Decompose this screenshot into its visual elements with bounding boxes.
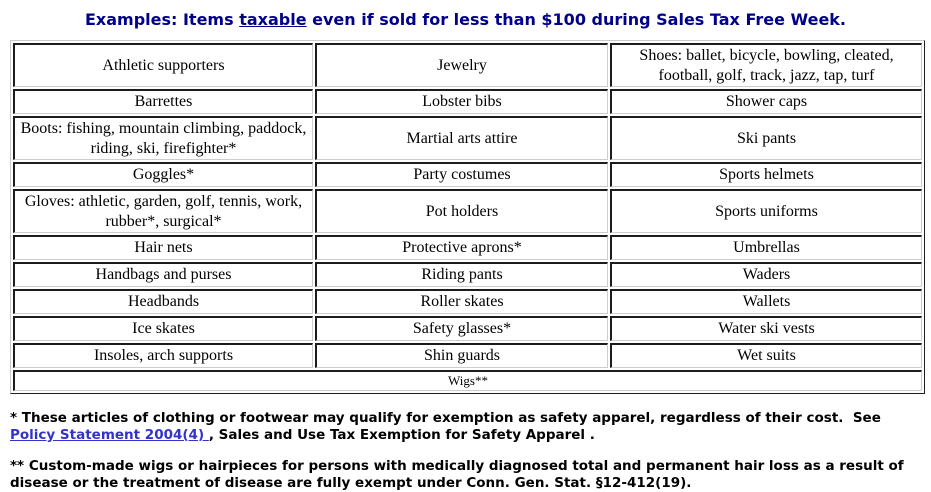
table-row: Boots: fishing, mountain climbing, paddo… xyxy=(13,116,922,161)
table-cell: Umbrellas xyxy=(610,235,922,261)
table-cell: Protective aprons* xyxy=(315,235,608,261)
table-cell: Ice skates xyxy=(13,316,313,342)
table-cell: Pot holders xyxy=(315,189,608,234)
table-cell: Insoles, arch supports xyxy=(13,343,313,369)
table-cell: Headbands xyxy=(13,289,313,315)
footnote-safety-apparel: * These articles of clothing or footwear… xyxy=(10,410,921,443)
policy-statement-link[interactable]: Policy Statement 2004(4) xyxy=(10,426,209,443)
title-suffix: even if sold for less than $100 during S… xyxy=(306,10,847,29)
taxable-items-table: Athletic supporters Jewelry Shoes: balle… xyxy=(10,40,925,394)
table-cell: Shoes: ballet, bicycle, bowling, cleated… xyxy=(610,43,922,88)
table-cell: Wallets xyxy=(610,289,922,315)
table-cell: Goggles* xyxy=(13,162,313,188)
footnote-1-text-after-link: , Sales and Use Tax Exemption for Safety… xyxy=(208,426,595,443)
page-title: Examples: Items taxable even if sold for… xyxy=(10,10,921,29)
table-cell-wigs: Wigs** xyxy=(13,370,922,391)
table-cell: Barrettes xyxy=(13,89,313,115)
table-cell: Shower caps xyxy=(610,89,922,115)
table-row: Athletic supporters Jewelry Shoes: balle… xyxy=(13,43,922,88)
table-cell: Roller skates xyxy=(315,289,608,315)
table-cell: Boots: fishing, mountain climbing, paddo… xyxy=(13,116,313,161)
table-row: Gloves: athletic, garden, golf, tennis, … xyxy=(13,189,922,234)
table-cell: Lobster bibs xyxy=(315,89,608,115)
table-row: Barrettes Lobster bibs Shower caps xyxy=(13,89,922,115)
table-row: Insoles, arch supports Shin guards Wet s… xyxy=(13,343,922,369)
table-cell: Jewelry xyxy=(315,43,608,88)
table-row: Handbags and purses Riding pants Waders xyxy=(13,262,922,288)
table-cell: Sports helmets xyxy=(610,162,922,188)
page: Examples: Items taxable even if sold for… xyxy=(0,10,931,492)
table-cell: Wet suits xyxy=(610,343,922,369)
table-cell: Hair nets xyxy=(13,235,313,261)
table-row: Headbands Roller skates Wallets xyxy=(13,289,922,315)
table-cell: Shin guards xyxy=(315,343,608,369)
table-row: Ice skates Safety glasses* Water ski ves… xyxy=(13,316,922,342)
table-cell: Riding pants xyxy=(315,262,608,288)
table-cell: Waders xyxy=(610,262,922,288)
footnote-1-text-before-link: * These articles of clothing or footwear… xyxy=(10,409,886,426)
table-cell: Martial arts attire xyxy=(315,116,608,161)
table-cell: Ski pants xyxy=(610,116,922,161)
table-cell: Gloves: athletic, garden, golf, tennis, … xyxy=(13,189,313,234)
title-underlined-word: taxable xyxy=(239,10,307,29)
footnote-custom-wigs: ** Custom-made wigs or hairpieces for pe… xyxy=(10,458,909,492)
table-row: Goggles* Party costumes Sports helmets xyxy=(13,162,922,188)
table-row-wigs: Wigs** xyxy=(13,370,922,391)
table-cell: Handbags and purses xyxy=(13,262,313,288)
table-cell: Sports uniforms xyxy=(610,189,922,234)
table-row: Hair nets Protective aprons* Umbrellas xyxy=(13,235,922,261)
table-cell: Safety glasses* xyxy=(315,316,608,342)
table-cell: Athletic supporters xyxy=(13,43,313,88)
title-prefix: Examples: Items xyxy=(84,10,240,29)
table-cell: Party costumes xyxy=(315,162,608,188)
table-cell: Water ski vests xyxy=(610,316,922,342)
